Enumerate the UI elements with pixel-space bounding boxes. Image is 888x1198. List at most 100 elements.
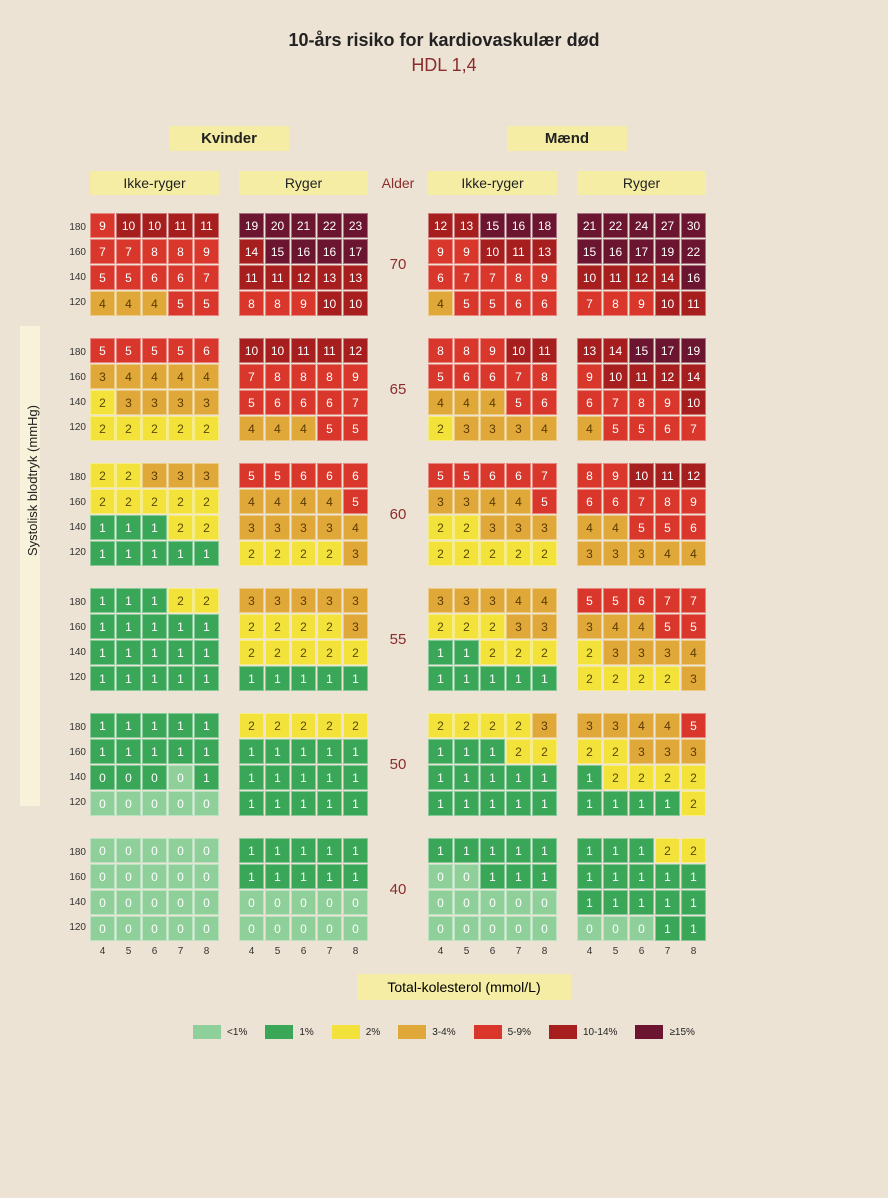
risk-cell: 1 [343,791,368,816]
risk-cell: 6 [454,364,479,389]
smoker-label: Ikke-ryger [90,171,219,195]
risk-cell: 2 [239,541,264,566]
legend-label: 10-14% [583,1027,617,1038]
risk-cell: 5 [265,463,290,488]
risk-cell: 1 [317,765,342,790]
risk-cell: 2 [577,666,602,691]
risk-cell: 4 [168,364,193,389]
risk-cell: 5 [655,515,680,540]
risk-cell: 0 [194,838,219,863]
risk-cell: 2 [265,640,290,665]
risk-cell: 5 [681,713,706,738]
risk-cell: 8 [142,239,167,264]
risk-cell: 1 [168,666,193,691]
risk-cell: 11 [532,338,557,363]
risk-cell: 17 [629,239,654,264]
risk-cell: 1 [480,666,505,691]
risk-cell: 17 [343,239,368,264]
age-label: 60 [368,506,428,523]
risk-cell: 5 [506,390,531,415]
risk-cell: 13 [532,239,557,264]
risk-cell: 2 [168,416,193,441]
risk-cell: 5 [116,265,141,290]
risk-cell: 3 [239,515,264,540]
risk-cell: 6 [532,390,557,415]
risk-cell: 0 [142,890,167,915]
risk-cell: 1 [317,864,342,889]
risk-cell: 1 [480,739,505,764]
legend-swatch [635,1025,663,1039]
risk-cell: 2 [291,713,316,738]
risk-cell: 3 [629,739,654,764]
gender-label: Mænd [507,126,627,151]
risk-cell: 4 [603,614,628,639]
risk-cell: 0 [116,890,141,915]
bp-labels: 180160140120 [60,215,90,315]
risk-cell: 2 [142,489,167,514]
risk-cell: 1 [168,614,193,639]
risk-cell: 1 [629,791,654,816]
risk-cell: 1 [142,713,167,738]
risk-cell: 10 [317,291,342,316]
risk-cell: 1 [317,666,342,691]
risk-cell: 1 [454,791,479,816]
risk-cell: 2 [629,765,654,790]
risk-cell: 1 [454,765,479,790]
legend-item: 3-4% [398,1025,455,1039]
risk-cell: 4 [506,588,531,613]
risk-cell: 2 [506,541,531,566]
risk-cell: 0 [90,791,115,816]
risk-cell: 4 [532,416,557,441]
risk-cell: 4 [265,416,290,441]
risk-cell: 2 [428,416,453,441]
risk-cell: 2 [681,791,706,816]
legend-swatch [265,1025,293,1039]
age-block-40: 1801601401200000000000000000000011111111… [60,838,868,941]
risk-cell: 7 [603,390,628,415]
risk-cell: 3 [577,614,602,639]
risk-cell: 2 [239,614,264,639]
risk-cell: 0 [168,916,193,941]
risk-cell: 2 [454,713,479,738]
risk-cell: 9 [90,213,115,238]
risk-cell: 30 [681,213,706,238]
risk-cell: 1 [317,791,342,816]
risk-cell: 3 [655,640,680,665]
risk-cell: 2 [428,614,453,639]
risk-cell: 0 [194,890,219,915]
risk-grid: 11111111110000100000 [90,713,219,816]
risk-cell: 0 [577,916,602,941]
risk-cell: 5 [343,489,368,514]
risk-cell: 0 [454,864,479,889]
risk-cell: 0 [629,916,654,941]
risk-cell: 4 [532,588,557,613]
risk-cell: 5 [90,338,115,363]
risk-cell: 10 [506,338,531,363]
risk-cell: 11 [168,213,193,238]
risk-cell: 3 [168,463,193,488]
risk-cell: 1 [506,864,531,889]
risk-cell: 1 [116,739,141,764]
risk-cell: 8 [629,390,654,415]
risk-cell: 3 [506,614,531,639]
risk-cell: 3 [506,416,531,441]
risk-cell: 14 [681,364,706,389]
risk-cell: 16 [603,239,628,264]
risk-cell: 1 [480,765,505,790]
risk-cell: 8 [317,364,342,389]
risk-cell: 1 [532,864,557,889]
risk-cell: 3 [317,515,342,540]
risk-cell: 4 [239,489,264,514]
risk-cell: 0 [428,916,453,941]
risk-cell: 0 [168,765,193,790]
risk-cell: 0 [239,916,264,941]
risk-cell: 3 [480,515,505,540]
bp-labels: 180160140120 [60,590,90,690]
risk-cell: 3 [168,390,193,415]
risk-cell: 1 [343,739,368,764]
risk-cell: 3 [194,463,219,488]
risk-cell: 4 [655,713,680,738]
risk-cell: 2 [577,640,602,665]
risk-cell: 2 [454,541,479,566]
risk-cell: 5 [577,588,602,613]
